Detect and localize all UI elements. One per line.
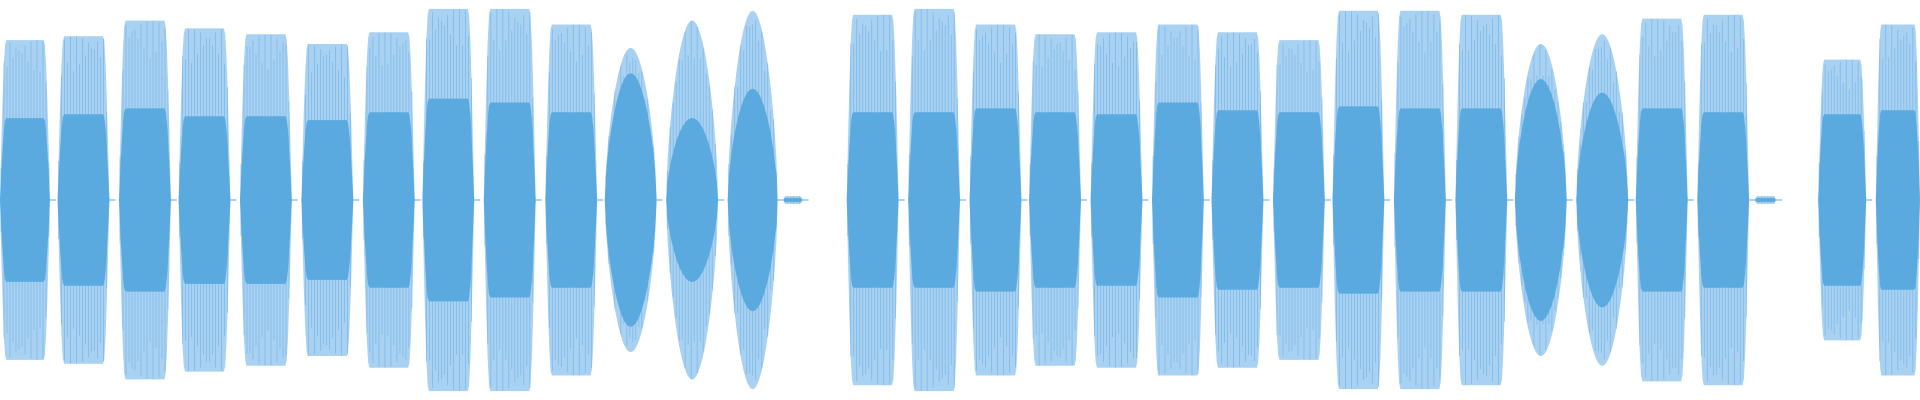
waveform-burst-21: [1211, 32, 1270, 368]
waveform-rms: [57, 114, 110, 286]
waveform-rms: [178, 116, 231, 284]
waveform-burst-4: [178, 28, 237, 372]
waveform-burst-2: [57, 36, 116, 364]
waveform-rms: [1029, 112, 1081, 288]
waveform-rms: [727, 88, 778, 312]
waveform-rms: [846, 112, 899, 288]
waveform-burst-30: [1754, 196, 1782, 204]
waveform-rms: [422, 98, 475, 302]
waveform-burst-15: [846, 14, 905, 386]
waveform-burst-23: [1332, 10, 1391, 390]
waveform-rms: [1152, 102, 1204, 298]
waveform-rms: [362, 112, 415, 288]
waveform-rms: [1090, 114, 1143, 286]
waveform-burst-32: [1875, 24, 1920, 376]
waveform-burst-25: [1455, 14, 1514, 386]
waveform-burst-27: [1576, 34, 1635, 366]
waveform-burst-24: [1393, 10, 1452, 390]
waveform-rms: [1393, 108, 1446, 292]
waveform-rms: [666, 118, 719, 282]
waveform-rms: [783, 198, 803, 202]
waveform-rms: [1332, 106, 1385, 294]
waveform-rms: [1455, 108, 1508, 292]
waveform-rms: [1514, 79, 1567, 321]
waveform-burst-5: [240, 34, 298, 366]
waveform-burst-29: [1697, 14, 1756, 386]
waveform-burst-10: [545, 24, 604, 376]
waveform-burst-3: [119, 20, 177, 380]
waveform-burst-17: [969, 24, 1028, 376]
waveform-burst-20: [1152, 24, 1210, 376]
waveform-burst-6: [301, 44, 360, 356]
waveform-rms: [119, 108, 171, 292]
waveform-rms: [1818, 114, 1867, 286]
waveform-burst-28: [1635, 18, 1694, 382]
waveform-bursts: [0, 8, 1920, 392]
waveform-burst-8: [422, 8, 481, 392]
waveform-burst-16: [908, 8, 966, 392]
waveform-rms: [240, 116, 292, 284]
waveform-rms: [545, 112, 598, 288]
waveform-rms: [1754, 198, 1776, 202]
waveform-burst-12: [666, 20, 725, 380]
waveform-rms: [0, 118, 50, 282]
waveform-burst-19: [1090, 32, 1149, 368]
waveform-rms: [1576, 92, 1629, 308]
waveform-rms: [1875, 110, 1920, 290]
waveform-burst-26: [1514, 44, 1573, 356]
waveform-rms: [969, 108, 1022, 292]
waveform-rms: [1211, 110, 1264, 290]
waveform-burst-31: [1818, 59, 1873, 341]
waveform-rms: [483, 102, 536, 298]
waveform-burst-22: [1272, 40, 1331, 360]
waveform-burst-11: [604, 47, 663, 353]
waveform-burst-1: [0, 40, 56, 360]
waveform-rms: [1697, 112, 1750, 288]
waveform-rms: [908, 112, 960, 288]
waveform-burst-9: [483, 8, 542, 392]
waveform-burst-18: [1029, 34, 1087, 366]
waveform-burst-13: [727, 10, 784, 390]
waveform-rms: [1635, 108, 1688, 292]
waveform-burst-7: [362, 32, 421, 368]
waveform-rms: [1272, 112, 1325, 288]
waveform-burst-14: [783, 196, 809, 204]
waveform-rms: [301, 120, 354, 280]
waveform-rms: [604, 73, 657, 327]
